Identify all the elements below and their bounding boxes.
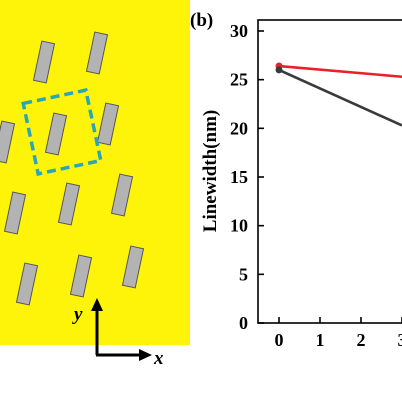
- y-axis-letter: y: [72, 304, 83, 325]
- plot-frame: [257, 19, 402, 324]
- y-tick-label: 0: [239, 313, 248, 333]
- nano-bar: [69, 254, 93, 298]
- nano-bar: [96, 102, 120, 146]
- series-line: [278, 64, 402, 79]
- nano-bar: [121, 245, 145, 289]
- series-point: [275, 66, 283, 74]
- y-tick-label: 25: [230, 70, 248, 90]
- y-tick-label: 15: [230, 167, 248, 187]
- x-ticks: 0 1 2 3: [275, 317, 402, 350]
- x-tick-label: 3: [398, 330, 402, 350]
- metasurface-inset: y x: [0, 0, 190, 369]
- y-arrow-head: [91, 298, 103, 311]
- y-ticks: 0 5 10 15 20 25 30: [230, 21, 264, 333]
- y-tick-label: 10: [230, 216, 248, 236]
- nano-bar: [85, 31, 109, 75]
- bar-array: [0, 31, 145, 306]
- series-line: [278, 68, 402, 127]
- nano-bar: [3, 191, 27, 235]
- x-tick-label: 0: [275, 330, 284, 350]
- linewidth-chart: (b) 0 5 10 15 20 25 30 0 1 2 3 Linewidth(nm): [190, 10, 402, 350]
- panel-label-b: (b): [190, 10, 213, 31]
- coordinate-axes: y x: [72, 298, 164, 369]
- y-tick-label: 5: [239, 264, 248, 284]
- y-tick-label: 20: [230, 118, 248, 138]
- y-axis-label: Linewidth(nm): [200, 110, 221, 232]
- x-tick-label: 1: [316, 330, 325, 350]
- x-arrow-head: [139, 349, 152, 361]
- nano-bar: [0, 120, 16, 164]
- y-tick-label: 30: [230, 21, 248, 41]
- x-tick-label: 2: [357, 330, 366, 350]
- nano-bar: [57, 182, 81, 226]
- nano-bar: [44, 112, 68, 156]
- series: [275, 62, 402, 127]
- unit-cell-dashed-box: [21, 88, 103, 176]
- nano-bar: [15, 262, 39, 306]
- nano-bar: [110, 173, 134, 217]
- x-axis-letter: x: [153, 348, 164, 369]
- nano-bar: [32, 40, 56, 84]
